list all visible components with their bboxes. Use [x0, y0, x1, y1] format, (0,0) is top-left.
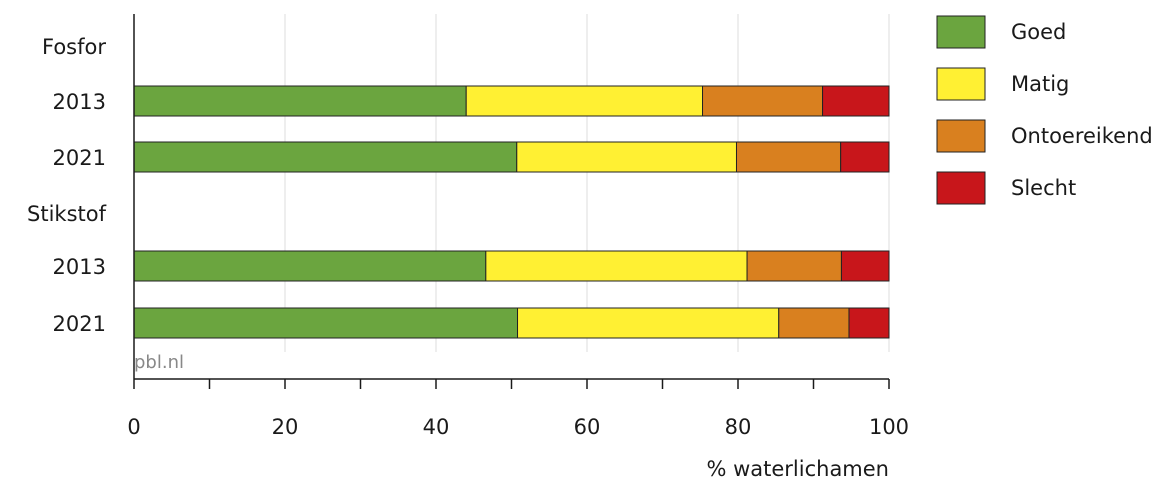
- bar-segment-goed: [133, 141, 518, 173]
- bar-segment-goed: [133, 307, 519, 339]
- x-axis: 0 20 40 60 80 100: [127, 14, 909, 439]
- legend-swatch-ontoereikend: [936, 119, 986, 153]
- x-tick-label: 80: [725, 415, 752, 439]
- bar-segment-slecht: [822, 85, 890, 117]
- group-label: Stikstof: [27, 202, 107, 226]
- row-label: 2021: [53, 146, 106, 170]
- gridlines: [284, 14, 890, 352]
- legend-label-slecht: Slecht: [1011, 176, 1076, 200]
- bar-segment-ontoereikend: [746, 250, 842, 282]
- bar-segment-ontoereikend: [702, 85, 824, 117]
- x-axis-title: % waterlichamen: [706, 457, 889, 479]
- group-label: Fosfor: [42, 35, 106, 59]
- bar-segment-matig: [516, 141, 737, 173]
- bar-segment-ontoereikend: [735, 141, 842, 173]
- bars: [133, 85, 890, 339]
- legend-swatch-slecht: [936, 171, 986, 205]
- bar-segment-goed: [133, 85, 467, 117]
- bar-segment-matig: [485, 250, 748, 282]
- row-label: 2013: [53, 90, 106, 114]
- legend-swatch-matig: [936, 67, 986, 101]
- bar-segment-matig: [517, 307, 780, 339]
- legend-label-goed: Goed: [1011, 20, 1066, 44]
- bar-segment-matig: [465, 85, 704, 117]
- row-label: 2021: [53, 312, 106, 336]
- x-tick-label: 40: [423, 415, 450, 439]
- row-label: 2013: [53, 255, 106, 279]
- x-tick-label: 0: [127, 415, 140, 439]
- legend-label-ontoereikend: Ontoereikend: [1011, 124, 1153, 148]
- legend-label-matig: Matig: [1011, 72, 1069, 96]
- bar-segment-ontoereikend: [778, 307, 850, 339]
- legend-swatch-goed: [936, 15, 986, 49]
- bar-segment-slecht: [848, 307, 890, 339]
- x-tick-label: 100: [869, 415, 909, 439]
- category-labels: Fosfor 2013 2021 Stikstof 2013 2021: [27, 35, 107, 336]
- bar-segment-slecht: [840, 250, 890, 282]
- x-tick-label: 20: [272, 415, 299, 439]
- bar-segment-goed: [133, 250, 487, 282]
- bar-segment-slecht: [840, 141, 890, 173]
- x-tick-label: 60: [574, 415, 601, 439]
- legend: Goed Matig Ontoereikend Slecht: [936, 15, 1153, 205]
- source-label: pbl.nl: [134, 352, 184, 373]
